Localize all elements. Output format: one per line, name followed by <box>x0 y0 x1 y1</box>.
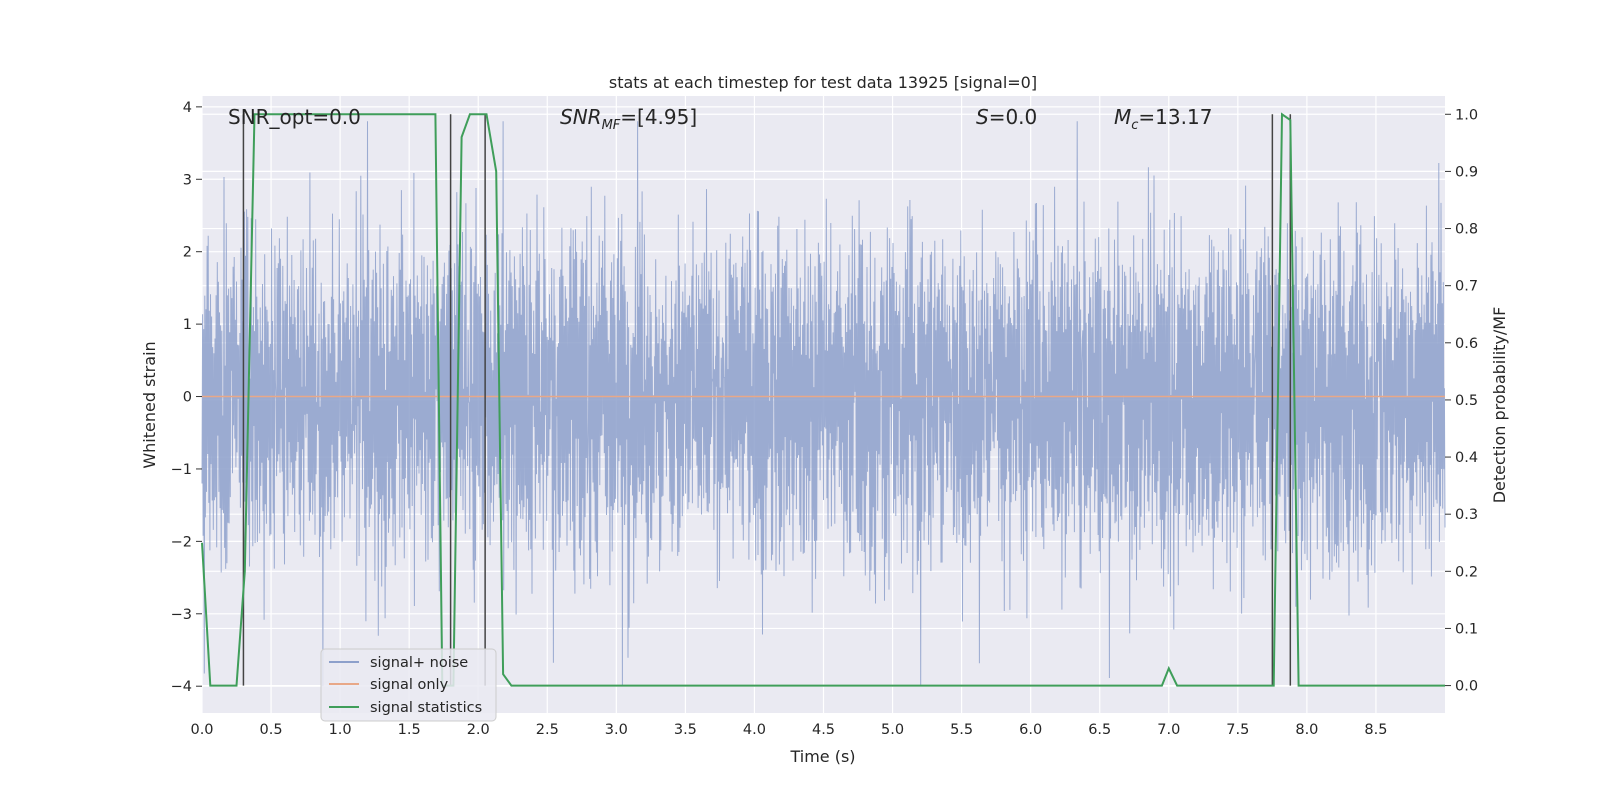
y-tick-label: 3 <box>183 172 192 188</box>
x-tick-label: 8.5 <box>1364 722 1387 738</box>
y2-tick-label: 0.2 <box>1455 564 1478 580</box>
s-value: =0.0 <box>989 105 1038 129</box>
snr-mf-base: SNR <box>560 105 602 129</box>
statistics-series <box>201 112 1445 687</box>
annotation-snr-opt: SNR_opt=0.0 <box>228 105 361 129</box>
x-tick-label: 6.5 <box>1088 722 1111 738</box>
x-tick-label: 2.0 <box>467 722 490 738</box>
x-tick-label: 7.5 <box>1226 722 1249 738</box>
y-tick-label: 2 <box>183 245 192 261</box>
y2-tick-label: 0.7 <box>1455 279 1478 295</box>
snr-mf-value: =[4.95] <box>620 105 697 129</box>
x-tick-label: 4.0 <box>743 722 766 738</box>
annotation-snr-mf: SNRMF=[4.95] <box>560 105 697 133</box>
noise-trace <box>201 121 1446 687</box>
y2-tick-label: 0.4 <box>1455 450 1478 466</box>
y2-tick-label: 0.1 <box>1455 621 1478 637</box>
legend-box <box>320 648 497 722</box>
y2-tick-label: 1.0 <box>1455 107 1478 123</box>
x-tick-label: 1.0 <box>329 722 352 738</box>
x-tick-label: 2.5 <box>536 722 559 738</box>
x-tick-label: 0.0 <box>190 722 213 738</box>
y-axis-label: Whitened strain <box>140 341 159 468</box>
y2-axis-label: Detection probability/MF <box>1490 307 1509 504</box>
x-tick-label: 0.5 <box>260 722 283 738</box>
x-tick-label: 7.0 <box>1157 722 1180 738</box>
chart-title: stats at each timestep for test data 139… <box>609 73 1037 92</box>
x-tick-label: 5.5 <box>950 722 973 738</box>
snr-mf-sub: MF <box>602 118 621 133</box>
y2-tick-label: 0.0 <box>1455 679 1478 695</box>
mc-value: =13.17 <box>1138 105 1212 129</box>
y2-tick-label: 0.3 <box>1455 507 1478 523</box>
legend-label-noise: signal+ noise <box>370 655 468 671</box>
y2-tick-label: 0.5 <box>1455 393 1478 409</box>
x-tick-label: 8.0 <box>1295 722 1318 738</box>
mc-sub: c <box>1131 118 1138 133</box>
y-tick-label: −4 <box>171 679 192 695</box>
y-tick-label: −3 <box>171 607 192 623</box>
x-tick-label: 5.0 <box>881 722 904 738</box>
y-tick-label: 1 <box>183 317 192 333</box>
y-tick-label: −1 <box>171 462 192 478</box>
legend-label-statistics: signal statistics <box>370 700 482 716</box>
s-label: S <box>976 105 989 129</box>
legend-label-signal: signal only <box>370 677 449 693</box>
statistics-line <box>201 112 1445 687</box>
mc-base: M <box>1114 105 1131 129</box>
y2-tick-label: 0.8 <box>1455 222 1478 238</box>
marker-lines <box>242 114 1292 686</box>
x-tick-label: 6.0 <box>1019 722 1042 738</box>
legend: signal+ noise signal only signal statist… <box>320 648 497 722</box>
y2-tick-label: 0.6 <box>1455 336 1478 352</box>
y2-tick-label: 0.9 <box>1455 164 1478 180</box>
x-tick-label: 3.5 <box>674 722 697 738</box>
annotation-s: S=0.0 <box>976 105 1037 129</box>
y-tick-label: −2 <box>171 534 192 550</box>
x-tick-label: 1.5 <box>398 722 421 738</box>
x-tick-label: 4.5 <box>812 722 835 738</box>
x-axis-label: Time (s) <box>789 747 855 766</box>
noise-series <box>201 121 1446 687</box>
y-tick-label: 4 <box>183 100 192 116</box>
y-tick-label: 0 <box>183 390 192 406</box>
ticks: 0.0 0.5 1.0 1.5 2.0 2.5 3.0 3.5 4.0 4.5 5.0 5.5 6.0 6… <box>171 100 1478 738</box>
x-tick-label: 3.0 <box>605 722 628 738</box>
annotation-mc: Mc=13.17 <box>1114 105 1212 133</box>
